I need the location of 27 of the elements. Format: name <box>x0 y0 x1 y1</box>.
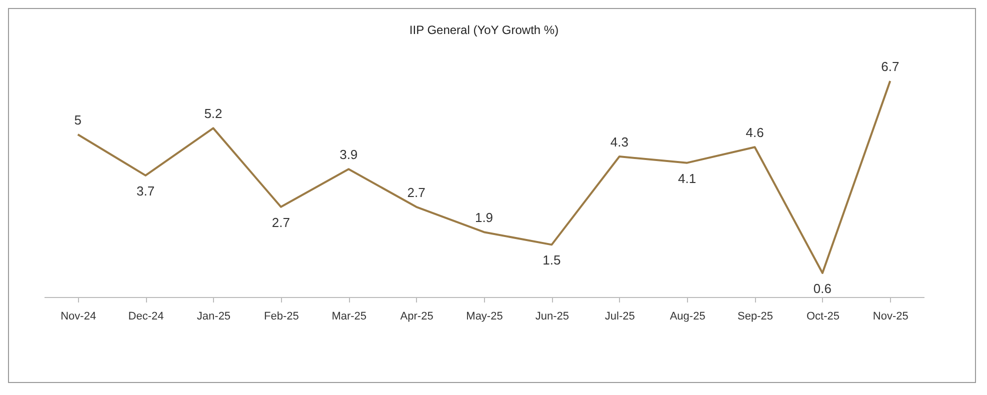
data-label: 2.7 <box>407 184 426 200</box>
x-tick-label: Oct-25 <box>806 310 840 322</box>
x-tick-label: May-25 <box>466 310 503 322</box>
data-label: 4.3 <box>610 134 628 150</box>
data-label: 6.7 <box>881 59 900 74</box>
x-tick-label: Dec-24 <box>128 310 164 322</box>
chart-title: IIP General (YoY Growth %) <box>409 23 559 37</box>
data-label: 3.9 <box>340 147 358 162</box>
x-tick-label: Jun-25 <box>535 310 570 322</box>
data-label: 0.6 <box>813 281 832 296</box>
data-label: 5.2 <box>204 106 222 122</box>
x-tick-label: Jan-25 <box>196 310 231 322</box>
data-label: 4.1 <box>678 170 696 186</box>
data-label: 4.6 <box>746 125 764 140</box>
x-tick-label: Sep-25 <box>738 310 774 322</box>
data-label: 2.7 <box>272 214 290 230</box>
x-tick-label: Aug-25 <box>670 310 706 322</box>
x-tick-label: Jul-25 <box>604 310 635 322</box>
x-tick-label: Feb-25 <box>264 310 299 322</box>
x-tick-label: Nov-25 <box>872 310 908 322</box>
x-tick-label: Nov-24 <box>60 310 96 322</box>
data-label: 1.5 <box>542 252 561 268</box>
data-label: 1.9 <box>474 210 494 226</box>
x-tick-label: Apr-25 <box>400 310 434 322</box>
data-label: 3.7 <box>136 183 155 198</box>
data-label: 5 <box>74 112 82 128</box>
x-tick-label: Mar-25 <box>332 310 367 322</box>
